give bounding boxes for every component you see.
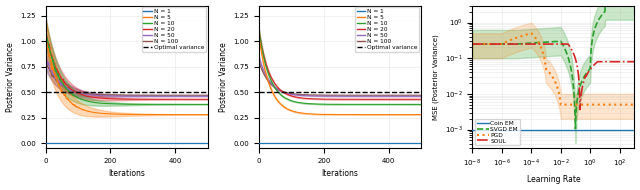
SOUL <box>630 61 638 63</box>
Coin EM <box>468 128 476 131</box>
SVGD EM <box>630 4 638 7</box>
Legend: N = 1, N = 5, N = 10, N = 20, N = 50, N = 100, Optimal variance: N = 1, N = 5, N = 10, N = 20, N = 50, N … <box>355 7 419 52</box>
PGD <box>577 104 585 106</box>
SVGD EM <box>497 43 505 45</box>
SOUL <box>577 97 585 99</box>
PGD <box>630 104 638 106</box>
Coin EM <box>542 128 550 131</box>
PGD <box>557 104 564 106</box>
SOUL <box>542 43 550 45</box>
Coin EM <box>630 128 638 131</box>
Coin EM <box>577 128 584 131</box>
PGD <box>468 43 476 45</box>
SVGD EM <box>510 43 518 45</box>
X-axis label: Learning Rate: Learning Rate <box>527 175 580 184</box>
SOUL <box>468 43 476 45</box>
Line: SOUL: SOUL <box>472 44 634 109</box>
SVGD EM <box>468 43 476 45</box>
Coin EM <box>564 128 572 131</box>
X-axis label: Iterations: Iterations <box>108 169 145 178</box>
PGD <box>591 104 599 106</box>
SVGD EM <box>572 128 579 130</box>
Y-axis label: Posterior Variance: Posterior Variance <box>219 42 228 112</box>
PGD <box>510 38 518 40</box>
SVGD EM <box>564 55 572 58</box>
SVGD EM <box>602 4 609 7</box>
SOUL <box>591 63 598 65</box>
Legend: N = 1, N = 5, N = 10, N = 20, N = 50, N = 100, Optimal variance: N = 1, N = 5, N = 10, N = 20, N = 50, N … <box>141 7 206 52</box>
SOUL <box>497 43 505 45</box>
Coin EM <box>497 128 505 131</box>
SOUL <box>576 108 584 111</box>
PGD <box>542 67 550 69</box>
SVGD EM <box>577 83 585 85</box>
PGD <box>527 32 535 35</box>
Coin EM <box>591 128 598 131</box>
Line: PGD: PGD <box>472 33 634 105</box>
SVGD EM <box>591 28 598 30</box>
Y-axis label: MSE (Posterior Variance): MSE (Posterior Variance) <box>433 34 439 120</box>
Line: SVGD EM: SVGD EM <box>472 6 634 129</box>
Y-axis label: Posterior Variance: Posterior Variance <box>6 42 15 112</box>
Legend: Coin EM, SVGD EM, PGD, SOUL: Coin EM, SVGD EM, PGD, SOUL <box>475 119 520 145</box>
PGD <box>497 43 505 45</box>
X-axis label: Iterations: Iterations <box>321 169 358 178</box>
SOUL <box>510 43 518 45</box>
SOUL <box>564 43 572 45</box>
Coin EM <box>510 128 518 131</box>
SVGD EM <box>542 41 550 43</box>
PGD <box>564 104 572 106</box>
